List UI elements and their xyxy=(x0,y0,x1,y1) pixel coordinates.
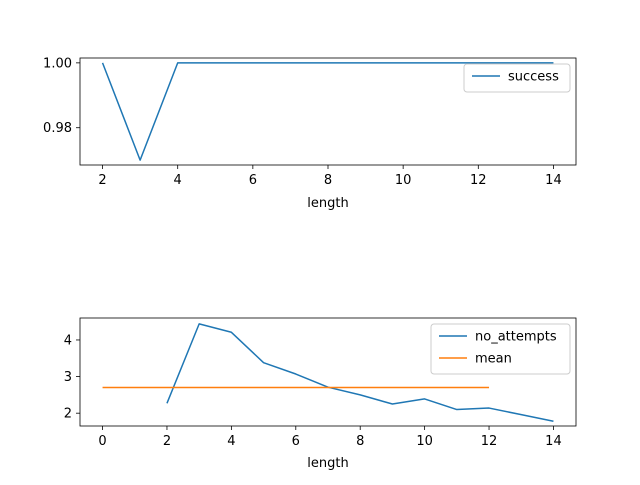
x-tick-label: 12 xyxy=(481,434,498,449)
legend-box xyxy=(463,63,571,93)
success-subplot-frame xyxy=(79,57,577,166)
attempts-subplot-xlabel: length xyxy=(307,456,348,471)
x-tick-label: 8 xyxy=(324,173,332,188)
success-subplot-lines xyxy=(101,62,554,161)
x-tick-label: 4 xyxy=(174,173,182,188)
attempts-subplot-ticks: 0 2 4 6 8 10 12 14 2 3 4 xyxy=(64,333,562,449)
x-tick-label: 14 xyxy=(545,434,562,449)
x-tick-label: 14 xyxy=(545,173,562,188)
x-tick-label: 6 xyxy=(249,173,257,188)
x-tick-label: 2 xyxy=(98,173,106,188)
attempts-subplot-lines xyxy=(102,323,554,422)
y-tick-label: 2 xyxy=(64,407,72,422)
x-tick-label: 6 xyxy=(292,434,300,449)
series-line-success xyxy=(101,62,554,161)
success-subplot-xlabel: length xyxy=(307,196,348,211)
legend-label: mean xyxy=(475,352,512,367)
y-tick-label: 4 xyxy=(64,333,72,348)
y-tick-label: 0.98 xyxy=(43,121,72,136)
series-line-no-attempts xyxy=(166,323,554,422)
x-tick-label: 0 xyxy=(98,434,106,449)
legend-label: no_attempts xyxy=(475,330,557,345)
x-tick-label: 10 xyxy=(395,173,412,188)
x-tick-label: 8 xyxy=(356,434,364,449)
y-tick-label: 3 xyxy=(64,370,72,385)
x-tick-label: 12 xyxy=(470,173,487,188)
success-subplot-ticks: 2 4 6 8 10 12 14 0.98 1.00 xyxy=(43,56,562,188)
x-tick-label: 4 xyxy=(227,434,235,449)
x-tick-label: 10 xyxy=(416,434,433,449)
attempts-subplot-frame xyxy=(79,317,577,427)
success-subplot: 2 4 6 8 10 12 14 0.98 1.00 length success xyxy=(43,56,577,211)
legend-label: success xyxy=(508,70,559,85)
success-subplot-legend: success xyxy=(463,63,571,93)
x-tick-label: 2 xyxy=(163,434,171,449)
y-tick-label: 1.00 xyxy=(43,56,72,71)
